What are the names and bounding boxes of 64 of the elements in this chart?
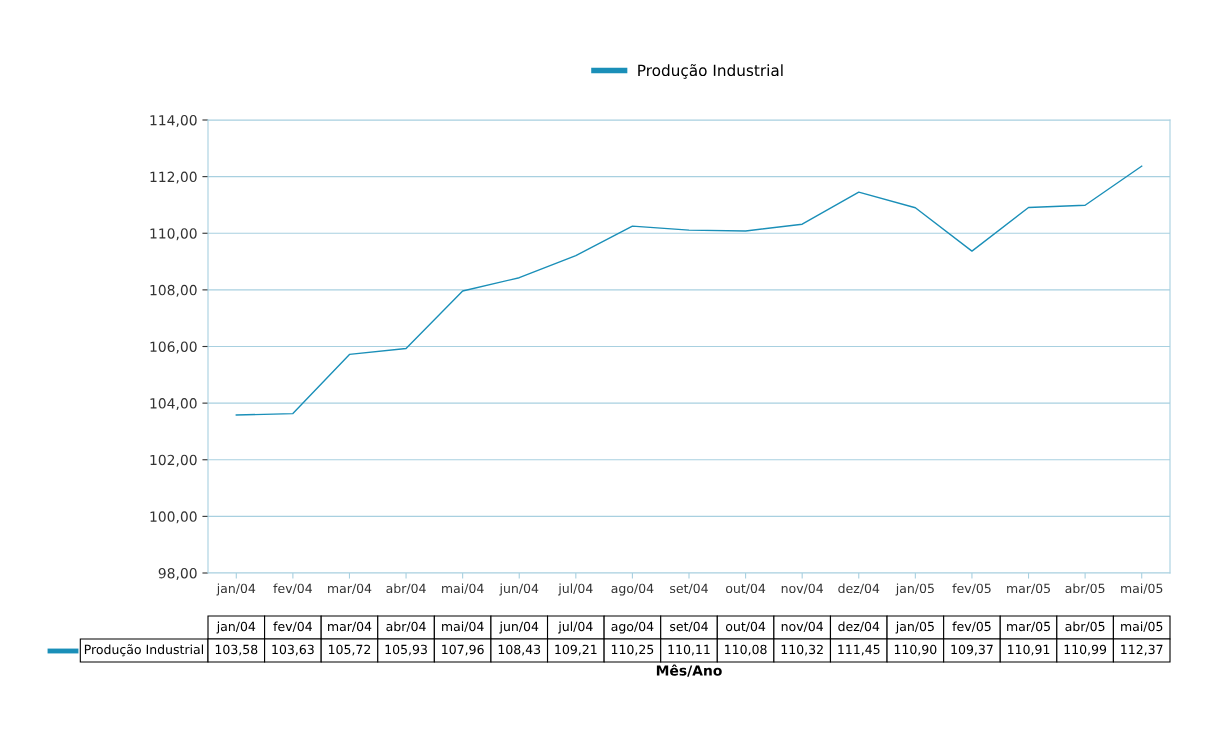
category-label: abr/05 (1065, 621, 1105, 633)
x-tick-label: mai/05 (1121, 583, 1163, 595)
data-label: 109,21 (555, 644, 597, 656)
data-label: 103,58 (215, 644, 258, 656)
x-tick-label: jul/04 (558, 583, 593, 596)
y-tick-label: 102,00 (150, 454, 197, 467)
category-label: set/04 (670, 621, 708, 633)
x-tick-label: mar/05 (1007, 583, 1050, 595)
x-tick-label: mai/04 (442, 583, 484, 595)
category-label: mar/05 (1007, 621, 1050, 633)
x-tick-label: fev/04 (273, 583, 312, 595)
y-tick-label: 114,00 (150, 114, 197, 127)
data-label: 110,32 (781, 644, 823, 656)
x-tick-label: set/04 (670, 583, 708, 595)
category-label: dez/04 (838, 621, 880, 633)
category-label: mai/05 (1121, 621, 1163, 633)
x-tick-label: jan/04 (216, 583, 256, 596)
y-tick-label: 104,00 (150, 398, 197, 411)
data-label: 108,43 (498, 644, 541, 656)
x-tick-label: jan/05 (895, 583, 934, 596)
category-label: fev/04 (273, 621, 312, 633)
data-label: 110,08 (725, 644, 767, 656)
y-tick-label: 112,00 (150, 171, 197, 184)
data-label: 103,63 (272, 644, 314, 656)
category-label: mai/04 (442, 621, 484, 633)
x-tick-label: abr/04 (386, 583, 426, 595)
data-label: 110,90 (894, 644, 937, 656)
y-tick-label: 100,00 (150, 511, 197, 524)
y-tick-label: 98,00 (158, 567, 197, 580)
data-label: 111,45 (838, 644, 880, 656)
x-tick-label: fev/05 (952, 583, 991, 595)
data-label: 105,72 (328, 644, 371, 656)
x-axis-title: Mês/Ano (656, 664, 722, 677)
category-label: nov/04 (781, 621, 824, 633)
category-label: mar/04 (328, 621, 372, 633)
category-label: abr/04 (386, 621, 426, 633)
legend-label: Produção Industrial (638, 64, 783, 79)
category-label: jan/05 (895, 621, 934, 634)
x-tick-label: abr/05 (1065, 583, 1105, 595)
data-label: 107,96 (442, 644, 484, 656)
data-label: 110,91 (1008, 644, 1050, 656)
y-tick-label: 106,00 (150, 341, 197, 354)
x-tick-label: out/04 (725, 583, 766, 595)
line-series (235, 165, 1143, 416)
y-tick-label: 110,00 (150, 228, 197, 241)
category-label: ago/04 (611, 621, 654, 634)
category-label: jul/04 (558, 621, 593, 634)
y-tick-label: 108,00 (150, 284, 197, 297)
data-label: 110,25 (611, 644, 654, 656)
x-tick-label: ago/04 (611, 583, 654, 596)
text: Produção Industrial (84, 644, 203, 657)
data-label: 110,99 (1064, 644, 1107, 656)
data-label: 105,93 (385, 644, 427, 656)
category-label: jun/04 (499, 621, 539, 634)
data-label: 109,37 (951, 644, 993, 656)
data-label: 110,11 (668, 644, 710, 656)
x-tick-label: dez/04 (838, 583, 880, 595)
category-label: out/04 (725, 621, 766, 633)
x-tick-label: jun/04 (499, 583, 539, 596)
category-label: jan/04 (216, 621, 256, 634)
x-tick-label: mar/04 (328, 583, 372, 595)
x-tick-label: nov/04 (781, 583, 824, 595)
category-label: fev/05 (952, 621, 991, 633)
data-label: 112,37 (1121, 644, 1163, 656)
